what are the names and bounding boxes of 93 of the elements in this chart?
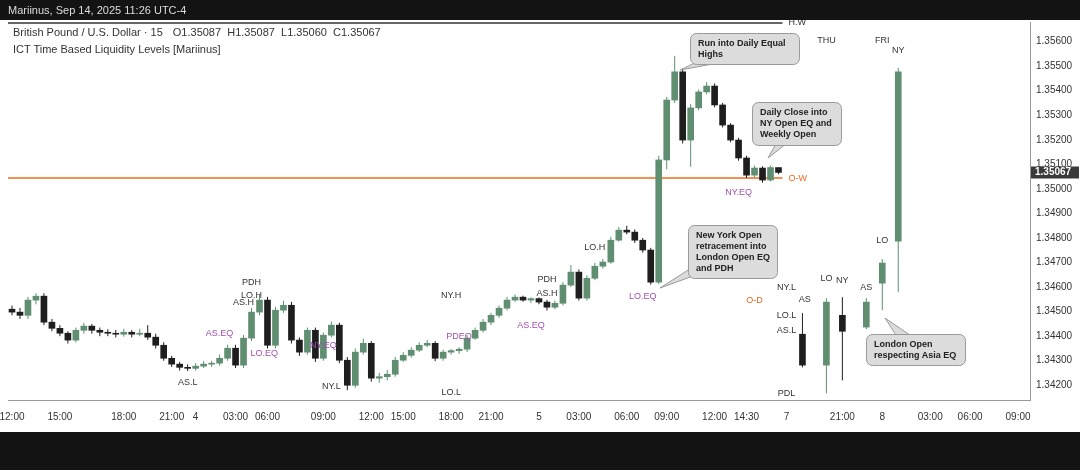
- y-tick-label: 1.34500: [1036, 305, 1073, 317]
- x-tick-label: 21:00: [478, 410, 504, 422]
- annotation: AS.L: [177, 376, 198, 387]
- y-tick-label: 1.34800: [1036, 231, 1073, 243]
- candlestick: [735, 137, 742, 162]
- x-tick-label: 15:00: [390, 410, 417, 422]
- annotation: AS.EQ: [205, 327, 234, 338]
- annotation: NY.EQ: [309, 340, 337, 351]
- annotation: AS.H: [536, 287, 558, 298]
- x-tick-label: 03:00: [566, 410, 592, 422]
- annotation: LO: [876, 234, 889, 245]
- annotation: THU: [817, 35, 836, 46]
- annotation: NY.EQ: [725, 186, 752, 197]
- x-tick-label: 03:00: [917, 410, 944, 422]
- annotation: LO.L: [776, 309, 797, 320]
- annotation: London Open respecting Asia EQ: [874, 339, 958, 361]
- annotation: New York Open retracement into London Open EQ and PDH: [696, 230, 771, 274]
- x-tick-label: 4: [192, 410, 199, 422]
- x-tick-label: 15:00: [47, 410, 73, 422]
- candlestick: [232, 344, 239, 369]
- ref-line-label: H.W: [788, 17, 807, 28]
- candlestick: [711, 82, 718, 108]
- annotation: Run into Daily Equal Highs: [698, 38, 787, 60]
- x-tick-label: 09:00: [1005, 410, 1031, 422]
- annotation: LO.L: [441, 387, 461, 398]
- y-tick-label: 1.35200: [1036, 133, 1073, 145]
- y-tick-label: 1.35400: [1036, 84, 1073, 96]
- annotation: AS.L: [776, 325, 797, 336]
- x-tick-label: 03:00: [223, 410, 249, 422]
- x-tick-label: 06:00: [957, 410, 984, 422]
- candlestick: [695, 89, 702, 111]
- annotation: PDH: [537, 273, 557, 284]
- y-tick-label: 1.34900: [1036, 207, 1073, 219]
- x-tick-label: 7: [783, 410, 790, 422]
- candlestick: [878, 258, 886, 311]
- y-tick-label: 1.34400: [1036, 329, 1073, 341]
- candlestick: [296, 336, 303, 357]
- y-tick-label: 1.35500: [1036, 59, 1073, 71]
- y-tick-label: 1.34300: [1036, 354, 1073, 366]
- annotation: AS: [798, 294, 811, 305]
- candlestick: [304, 327, 311, 356]
- annotation: AS: [860, 281, 873, 292]
- annotation: NY.H: [440, 290, 462, 301]
- annotation: ICT Time Based Liquidity Levels [Mariinus]: [13, 43, 221, 56]
- annotation: NY.L: [321, 381, 341, 392]
- x-tick-label: 18:00: [111, 410, 137, 422]
- candlestick: [559, 281, 567, 306]
- x-tick-label: 5: [536, 410, 543, 422]
- x-tick-label: 21:00: [159, 410, 185, 422]
- annotation: NY: [836, 274, 849, 285]
- annotation: PDH: [242, 276, 262, 287]
- ref-line-label: O-W: [788, 172, 808, 183]
- annotation: FRI: [875, 35, 890, 46]
- annotation: O-D: [746, 295, 764, 306]
- y-tick-label: 1.34600: [1036, 280, 1073, 292]
- candlestick: [431, 340, 439, 362]
- candlestick: [719, 102, 726, 129]
- annotation: LO.H: [584, 241, 606, 252]
- x-tick-label: 21:00: [829, 410, 856, 422]
- y-tick-label: 1.35600: [1036, 35, 1073, 47]
- candlestick: [24, 296, 32, 320]
- x-tick-label: 12:00: [702, 410, 728, 422]
- candlestick: [839, 296, 846, 381]
- x-tick-label: 06:00: [614, 410, 640, 422]
- annotation: Daily Close into NY Open EQ and Weekly Open: [760, 107, 833, 140]
- candlestick: [80, 322, 88, 335]
- x-tick-label: 8: [879, 410, 886, 422]
- chart-subtitle: O1.35087 H1.35087 L1.35060 C1.35067: [172, 26, 381, 39]
- annotation: LO.EQ: [629, 290, 657, 301]
- x-tick-label: 09:00: [654, 410, 680, 422]
- x-tick-label: 06:00: [254, 410, 281, 422]
- candlestick: [16, 307, 24, 320]
- candlestick: [727, 122, 734, 143]
- x-tick-label: 12:00: [358, 410, 385, 422]
- candlestick: [743, 155, 750, 179]
- annotation: PDL: [777, 388, 796, 399]
- y-tick-label: 1.35000: [1036, 182, 1073, 194]
- annotation: LO: [820, 272, 833, 283]
- text: Mariinus, Sep 14, 2025 11:26 UTC-4: [8, 4, 187, 16]
- y-tick-label: 1.35300: [1036, 109, 1073, 121]
- x-tick-label: 12:00: [0, 410, 25, 422]
- y-tick-label: 1.34700: [1036, 256, 1073, 268]
- annotation: LO.EQ: [250, 348, 279, 359]
- annotation: AS.EQ: [517, 319, 545, 330]
- annotation: NY: [892, 44, 905, 55]
- candlestick: [56, 324, 64, 337]
- annotation: NY.L: [777, 281, 796, 292]
- y-tick-label: 1.34200: [1036, 379, 1073, 391]
- annotation: PDEQ: [446, 331, 472, 342]
- x-tick-label: 09:00: [310, 410, 337, 422]
- x-tick-label: 14:30: [734, 410, 760, 422]
- x-tick-label: 18:00: [438, 410, 465, 422]
- chart-title: British Pound / U.S. Dollar · 15: [13, 26, 163, 39]
